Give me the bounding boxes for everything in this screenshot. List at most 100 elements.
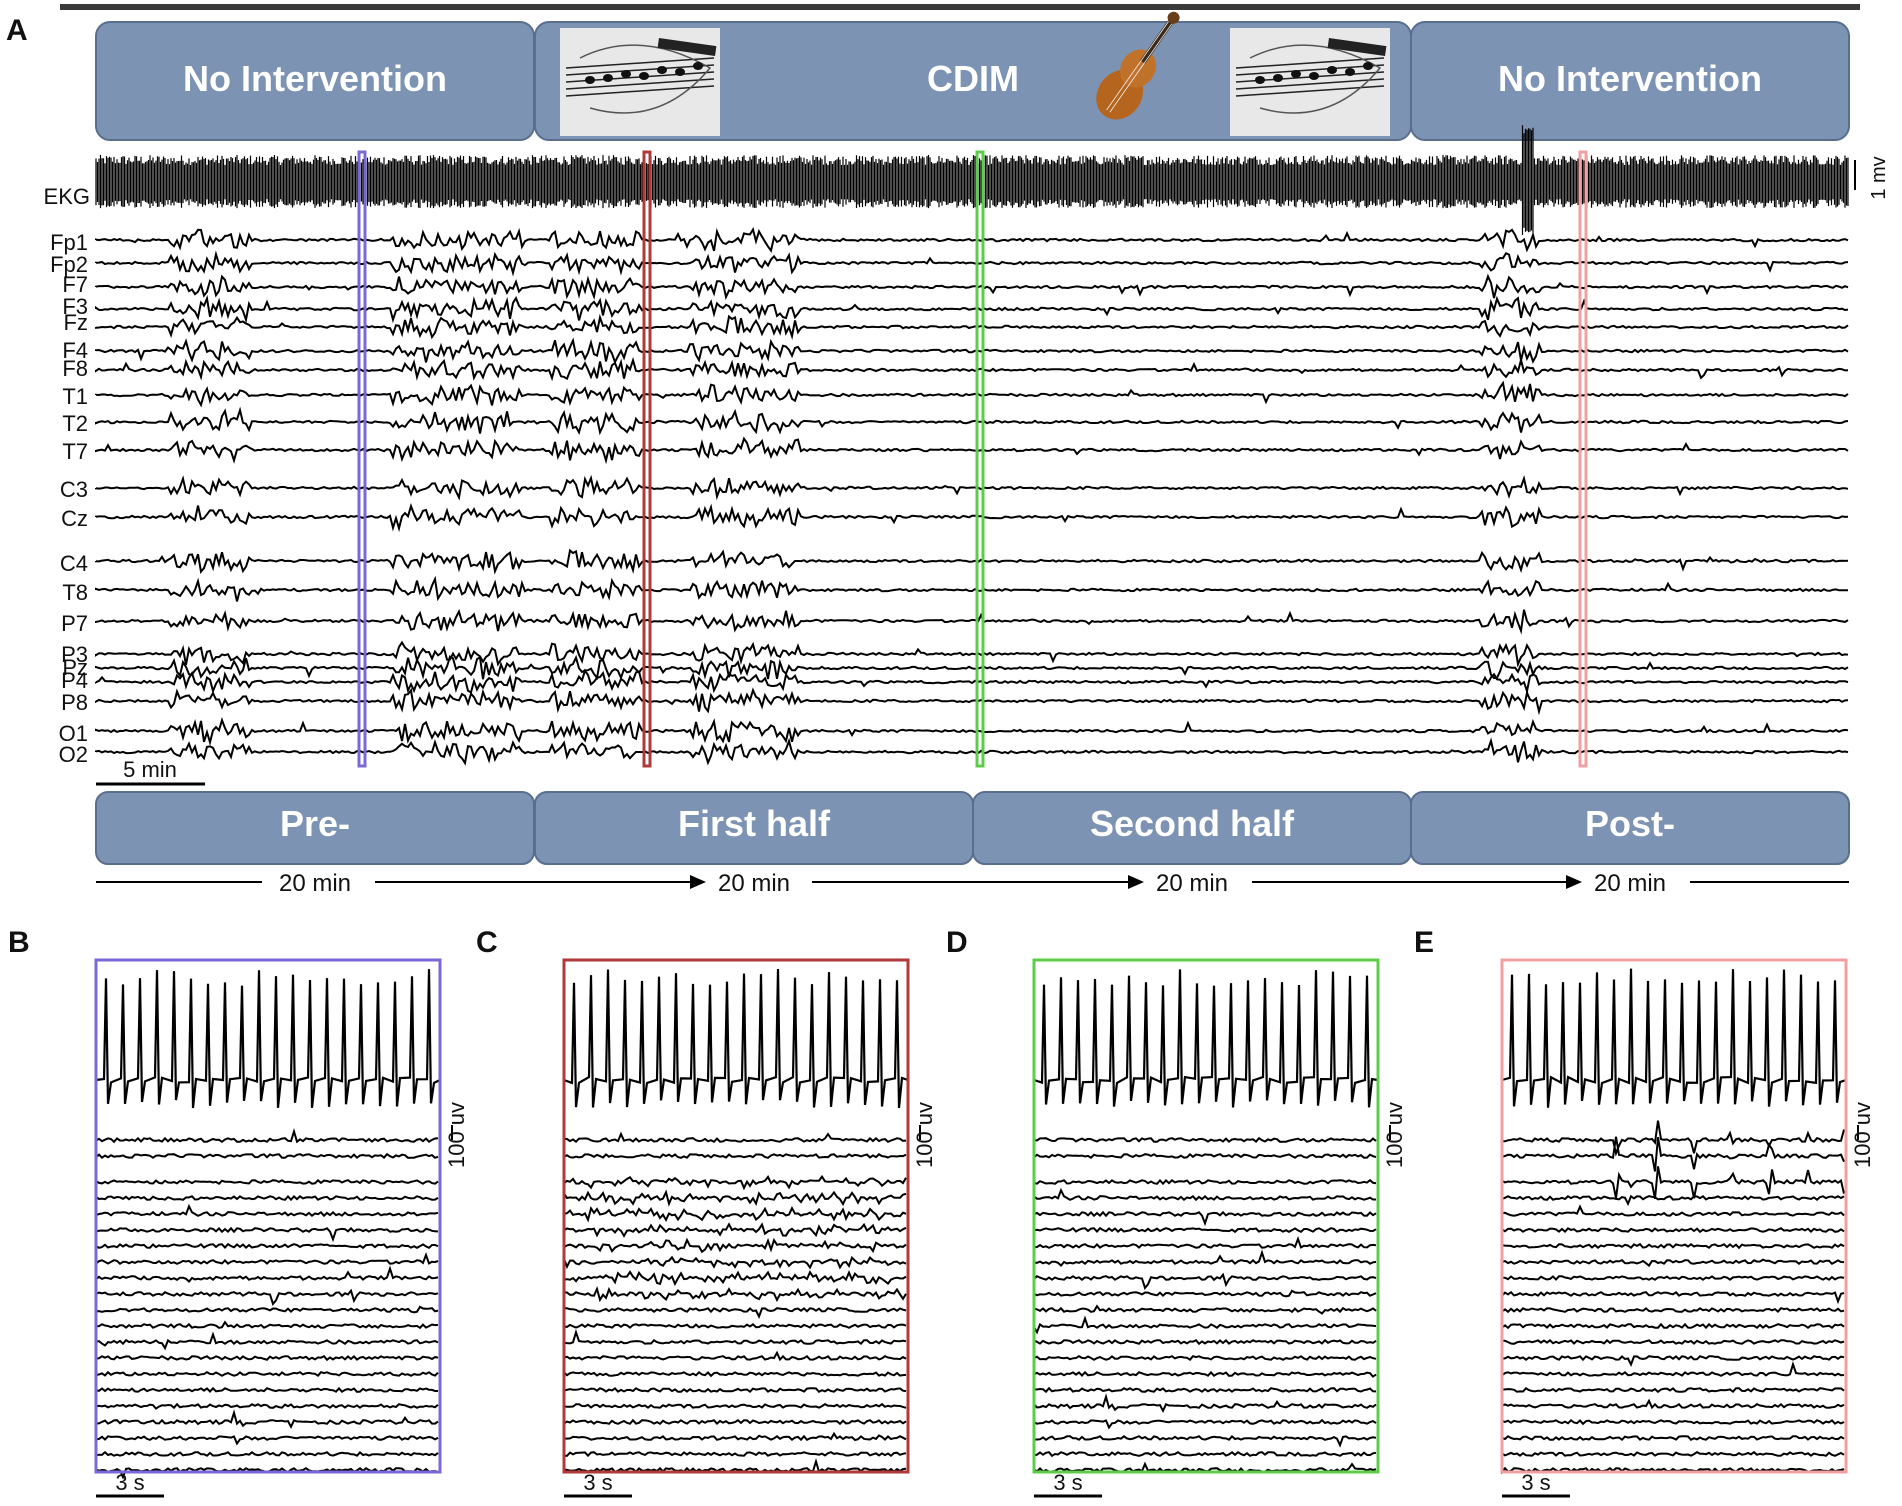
top-phase-label-1: No Intervention — [183, 58, 447, 99]
timeline — [96, 875, 1849, 889]
detail-eeg-trace — [95, 1203, 439, 1218]
detail-eeg-trace — [1501, 1136, 1845, 1172]
detail-eeg-trace — [563, 1458, 907, 1474]
bottom-phase-label-3: Second half — [1090, 803, 1295, 844]
top-phase-label-3: No Intervention — [1498, 58, 1762, 99]
detail-eeg-trace — [563, 1270, 907, 1287]
detail-eeg-trace — [1501, 1322, 1845, 1330]
detail-eeg-trace — [563, 1350, 907, 1362]
detail-eeg-trace — [95, 1386, 438, 1393]
ekg-label: EKG — [44, 184, 90, 209]
detail-eeg-trace — [563, 1286, 907, 1303]
detail-eeg-trace — [563, 1323, 907, 1329]
detail-frame-d — [1032, 958, 1380, 1474]
detail-eeg-trace — [563, 1418, 907, 1426]
detail-eeg-trace — [1501, 1435, 1845, 1442]
eeg-trace-p7 — [95, 608, 1849, 635]
detail-eeg-trace — [95, 1331, 439, 1351]
detail-eeg-trace — [95, 1320, 439, 1330]
eeg-trace-fp2 — [95, 250, 1849, 277]
detail-eeg-trace — [1033, 1187, 1376, 1202]
detail-eeg-trace — [1501, 1387, 1845, 1394]
channel-label-c4: C4 — [60, 551, 88, 576]
channel-label-c3: C3 — [60, 477, 88, 502]
detail-eeg-trace — [563, 1237, 907, 1254]
detail-eeg-trace — [563, 1307, 907, 1319]
detail-eeg-trace — [1501, 1361, 1845, 1378]
detail-eeg-trace — [95, 1242, 439, 1250]
bottom-phase-label-2: First half — [678, 803, 831, 844]
eeg-trace-pz — [95, 654, 1849, 681]
time-scale-label: 3 s — [1521, 1470, 1550, 1495]
detail-eeg-trace — [1033, 1418, 1377, 1430]
top-rule — [60, 4, 1860, 10]
channel-label-p7: P7 — [61, 611, 88, 636]
detail-eeg-trace — [95, 1370, 439, 1378]
time-marker-d — [975, 150, 985, 768]
detail-eeg-trace — [563, 1189, 907, 1207]
detail-frame-c — [562, 958, 910, 1474]
detail-eeg-trace — [1033, 1178, 1377, 1186]
detail-eeg-trace — [95, 1402, 439, 1410]
channel-label-fp2: Fp2 — [50, 252, 88, 277]
channel-label-t7: T7 — [62, 439, 88, 464]
detail-ekg-trace — [95, 969, 441, 1109]
detail-eeg-trace — [1501, 1275, 1845, 1281]
time-markers — [357, 150, 1588, 768]
detail-eeg-trace — [1033, 1370, 1377, 1378]
channel-label-o2: O2 — [59, 742, 88, 767]
time-marker-b — [357, 150, 367, 768]
detail-frame-e — [1500, 958, 1848, 1474]
duration-label-4: 20 min — [1594, 870, 1666, 897]
detail-eeg-trace — [1501, 1120, 1845, 1157]
detail-eeg-trace — [563, 1402, 907, 1409]
detail-eeg-trace — [563, 1329, 907, 1346]
bottom-phase-box-4 — [1410, 791, 1850, 865]
top-phase-bar: No Intervention CDIM No Intervention — [95, 11, 1850, 141]
bottom-phase-label-4: Post- — [1585, 803, 1675, 844]
time-marker-e — [1578, 150, 1588, 768]
eeg-trace-fp1 — [95, 226, 1849, 253]
channel-label-f7: F7 — [62, 272, 88, 297]
eeg-trace-cz — [95, 502, 1849, 533]
detail-eeg-trace — [95, 1288, 439, 1306]
eeg-trace-f4 — [95, 337, 1849, 365]
eeg-trace-f3 — [95, 294, 1849, 324]
detail-eeg-trace — [563, 1206, 907, 1223]
eeg-trace-c4 — [95, 548, 1849, 575]
detail-eeg-trace — [95, 1435, 439, 1446]
detail-panels: B 100 uv 3 s C 100 uv 3 s D 100 uv 3 s E 100 uv 3 s — [8, 926, 1875, 1498]
eeg-trace-t8 — [95, 575, 1848, 602]
detail-panel-b: B 100 uv 3 s — [8, 926, 469, 1498]
sheet-music-icon — [560, 28, 720, 136]
eeg-trace-p8 — [95, 687, 1849, 716]
panel-a-letter: A — [6, 14, 28, 47]
channel-label-f8: F8 — [62, 356, 88, 381]
detail-eeg-trace — [1033, 1304, 1377, 1315]
detail-eeg-trace — [1501, 1418, 1845, 1426]
detail-eeg-trace — [1033, 1210, 1377, 1227]
detail-eeg-trace — [95, 1305, 439, 1314]
detail-eeg-trace — [1033, 1249, 1377, 1268]
eeg-trace-p4 — [95, 668, 1849, 695]
detail-eeg-trace — [1501, 1166, 1845, 1199]
eeg-trace-t1 — [95, 380, 1849, 408]
ekg-scale-label: 1 mv — [1868, 156, 1890, 199]
time-scale-a-label: 5 min — [123, 757, 177, 782]
detail-eeg-trace — [563, 1387, 907, 1394]
detail-eeg-trace — [563, 1451, 907, 1458]
channel-label-fz: Fz — [64, 310, 88, 335]
ekg-trace — [95, 125, 1849, 235]
detail-eeg-trace — [1033, 1393, 1377, 1414]
detail-eeg-trace — [1033, 1272, 1377, 1290]
detail-eeg-trace — [1501, 1398, 1845, 1410]
eeg-trace-f7 — [95, 273, 1849, 301]
detail-eeg-trace — [1501, 1194, 1845, 1207]
detail-eeg-trace — [95, 1354, 439, 1362]
detail-eeg-trace — [1033, 1226, 1377, 1234]
detail-eeg-trace — [563, 1222, 907, 1238]
detail-eeg-trace — [563, 1369, 907, 1378]
detail-eeg-trace — [1033, 1235, 1377, 1249]
ekg-scale-bar: 1 mv — [1854, 156, 1890, 200]
